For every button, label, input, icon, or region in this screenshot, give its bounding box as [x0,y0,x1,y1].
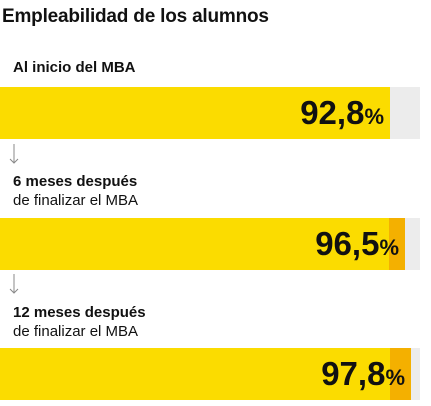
data-label: 92,8% [300,95,384,135]
stage-label: 6 meses después de finalizar el MBA [13,172,138,210]
stage-label: Al inicio del MBA [13,58,136,77]
bar-track: 97,8% [0,348,420,400]
bar [0,348,411,400]
arrow-down-icon [9,144,19,164]
chart-title: Empleabilidad de los alumnos [2,6,269,27]
bar [0,87,390,139]
data-label-unit: % [364,104,384,129]
data-label-unit: % [385,365,405,390]
data-label-unit: % [379,235,399,260]
data-label-value: 92,8 [300,94,365,131]
stage-label-subtitle: de finalizar el MBA [13,323,139,340]
data-label: 97,8% [321,356,405,396]
bar-increment [390,348,411,400]
stage-label-subtitle: de finalizar el MBA [13,192,139,209]
stage-label: 12 meses después de finalizar el MBA [13,303,146,341]
bar-track: 92,8% [0,87,420,139]
data-label-value: 96,5 [315,225,380,262]
data-label-value: 97,8 [321,355,386,392]
stage-label-title: 12 meses después [13,304,146,321]
bar-increment [389,218,405,270]
data-label: 96,5% [315,226,399,266]
bar-track: 96,5% [0,218,420,270]
bar [0,218,405,270]
stage-label-title: Al inicio del MBA [13,59,136,76]
arrow-down-icon [9,274,19,294]
stage-label-title: 6 meses después [13,173,138,190]
